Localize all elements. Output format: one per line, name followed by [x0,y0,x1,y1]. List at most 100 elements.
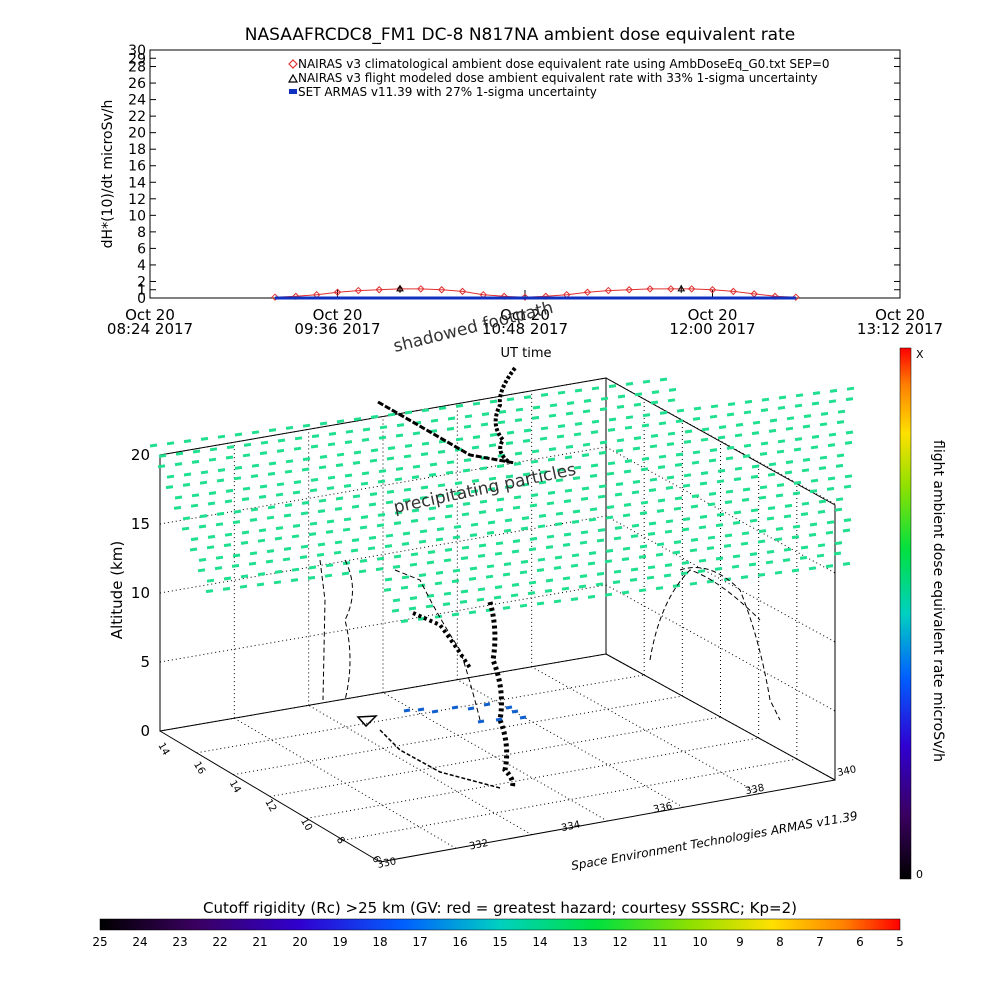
aircraft-triangle-marker [356,715,378,728]
particle-dash [825,530,834,535]
particle-dash [480,422,489,427]
particle-dash [825,564,834,569]
particle-dash [391,608,400,613]
precipitating-particles-field [149,377,855,624]
particle-dash [445,504,454,509]
particle-dash [157,464,166,469]
series-climatological-point [750,290,758,298]
particle-dash [795,393,804,398]
series-climatological-point [708,286,717,294]
particle-dash [819,422,828,427]
particle-dash [174,495,183,500]
particle-dash [436,527,445,532]
particle-dash [590,430,599,435]
particle-dash [259,451,268,456]
particle-dash [512,539,521,544]
particle-dash [657,498,666,503]
particle-dash [199,514,208,519]
particle-dash [435,570,444,575]
particle-dash [493,595,502,600]
particle-dash [361,471,370,476]
x-tick-label-date: Oct 20 [125,306,175,324]
shadow-outline-right-wall [649,567,781,721]
particle-dash [426,560,435,565]
particle-dash [579,574,588,579]
particle-dash [461,545,470,550]
altitude-ticks: 0 5 10 15 20 [131,446,150,740]
particle-dash [733,510,742,515]
particle-dash [200,436,209,441]
particle-dash [351,538,360,543]
particle-dash [463,458,472,463]
particle-dash [208,457,217,462]
particle-dash [642,413,651,418]
particle-dash [531,415,540,420]
particle-dash [268,428,277,433]
altitude-tick-label: 5 [140,653,150,671]
particle-dash [715,523,724,528]
particle-dash [429,462,438,467]
particle-dash [690,537,699,542]
series-flight-modeled-point [677,284,686,292]
particle-dash [734,433,743,438]
particle-dash [800,545,809,550]
particle-dash [589,507,598,512]
series-layer [271,284,800,301]
particle-dash [674,496,683,501]
particle-dash [596,538,605,543]
particle-dash [724,500,733,505]
particle-dash [641,456,650,461]
particle-dash [395,466,404,471]
particle-dash [471,478,480,483]
grid-line-floor [343,758,797,841]
particle-dash [318,465,327,470]
particle-dash [529,503,538,508]
particle-dash [724,533,733,538]
particle-dash [844,440,853,445]
grid-line-floor [306,737,759,819]
particle-dash [462,501,471,506]
series-climatological-point [458,287,467,296]
particle-dash [165,485,174,490]
particle-dash [632,479,641,484]
particle-dash [198,524,207,529]
particle-dash [639,544,648,549]
particle-dash [562,576,571,581]
particle-dash [182,482,191,487]
particle-dash [709,448,718,453]
particle-dash [410,518,419,523]
particle-dash [181,526,190,531]
series-climatological-point [437,286,446,294]
particle-dash [376,523,385,528]
particle-dash [564,455,573,460]
particle-dash [741,531,750,536]
particle-dash [268,461,277,466]
particle-dash [190,503,199,508]
particle-dash [785,460,794,465]
colorbar-max-label: X [916,348,924,361]
particle-dash [384,544,393,549]
series-climatological-point [375,286,383,294]
particle-dash [538,513,547,518]
particle-dash [368,502,377,507]
longitude-ticks: 330 332 334 336 338 340 [376,764,857,871]
y-tick-label: 8 [137,225,146,241]
particle-dash [336,452,345,457]
particle-dash [488,476,497,481]
particle-dash [553,565,562,570]
altitude-tick-label: 15 [131,515,150,533]
particle-dash [791,535,800,540]
particle-dash [217,434,226,439]
particle-dash [478,510,487,515]
particle-dash [459,599,468,604]
x-axis-label: UT time [501,346,552,361]
particle-dash [655,586,664,591]
particle-dash [344,440,353,445]
particle-dash [428,472,437,477]
particle-dash [505,441,514,446]
particle-dash [461,512,470,517]
particle-dash [334,540,343,545]
